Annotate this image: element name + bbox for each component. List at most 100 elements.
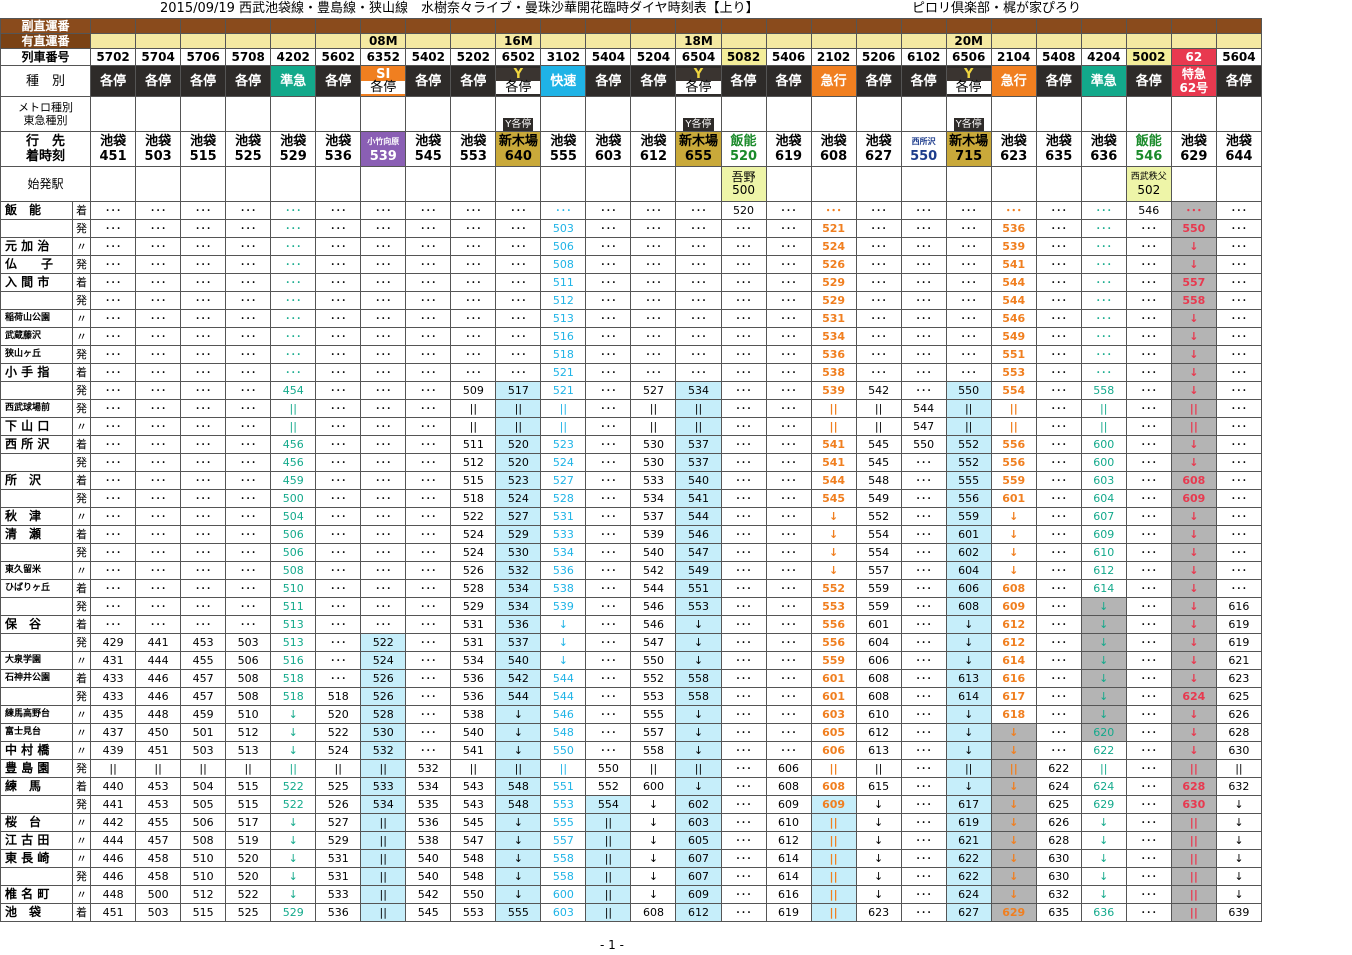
- origin-station: [135, 166, 182, 202]
- time-cell: ･･･: [900, 669, 947, 688]
- time-cell: 523: [540, 435, 587, 454]
- time-cell: ･･･: [765, 651, 812, 670]
- time-cell: ･･･: [765, 687, 812, 706]
- time-cell: ･･･: [675, 255, 722, 274]
- time-cell: ･･･: [135, 417, 182, 436]
- time-cell: 522: [315, 723, 362, 742]
- time-cell: ･･･: [180, 561, 227, 580]
- time-cell: 549: [990, 327, 1037, 346]
- time-cell: 538: [540, 579, 587, 598]
- arr-dep-mark: 〃: [72, 885, 92, 904]
- train-kind: 各停: [855, 65, 902, 97]
- time-cell: ･･･: [450, 309, 497, 328]
- time-cell: ･･･: [90, 417, 137, 436]
- time-cell: 446: [90, 867, 137, 886]
- time-cell: 550: [585, 759, 632, 778]
- time-cell: ↓: [495, 849, 542, 868]
- time-cell: 606: [810, 741, 857, 760]
- time-cell: 613: [945, 669, 992, 688]
- time-cell: ･･･: [1035, 489, 1082, 508]
- destination: 新木場 640: [495, 131, 542, 167]
- metro-kind-badge: Y各停: [503, 118, 534, 131]
- time-cell: 552: [945, 453, 992, 472]
- arr-dep-mark: 〃: [72, 705, 92, 724]
- time-cell: ･･･: [1125, 831, 1172, 850]
- time-cell: 606: [945, 579, 992, 598]
- time-cell: ･･･: [675, 201, 722, 220]
- time-cell: 555: [630, 705, 677, 724]
- op-cell: [675, 18, 722, 34]
- time-cell: 453: [135, 795, 182, 814]
- time-cell: 508: [225, 687, 272, 706]
- time-cell: ↓: [1170, 669, 1217, 688]
- time-cell: ･･･: [1035, 345, 1082, 364]
- time-cell: ↓: [630, 867, 677, 886]
- time-cell: ･･･: [1035, 525, 1082, 544]
- time-cell: ･･･: [585, 345, 632, 364]
- time-cell: ･･･: [450, 345, 497, 364]
- time-cell: 524: [315, 741, 362, 760]
- arr-dep-mark: 発: [72, 255, 92, 274]
- time-cell: 457: [135, 831, 182, 850]
- time-cell: ||: [585, 903, 632, 922]
- time-cell: 508: [180, 831, 227, 850]
- time-cell: 456: [270, 435, 317, 454]
- time-cell: ･･･: [1215, 219, 1263, 238]
- train-number: 2102: [810, 48, 857, 66]
- op-cell: [270, 18, 317, 34]
- time-cell: ･･･: [1080, 291, 1127, 310]
- time-cell: ･･･: [1125, 417, 1172, 436]
- train-number: 6502: [495, 48, 542, 66]
- metro-tokyu-label: メトロ種別 東急種別: [0, 96, 92, 132]
- time-cell: 503: [180, 741, 227, 760]
- time-cell: ･･･: [135, 489, 182, 508]
- time-cell: ･･･: [225, 507, 272, 526]
- dest-name: 新木場: [949, 134, 989, 149]
- dest-name: 飯能: [730, 134, 757, 149]
- kind-label: 急行: [1000, 73, 1027, 89]
- train-kind: 各停: [630, 65, 677, 97]
- time-cell: 549: [675, 561, 722, 580]
- time-cell: ↓: [675, 633, 722, 652]
- time-cell: ||: [1170, 417, 1217, 436]
- train-kind: 各停: [90, 65, 137, 97]
- time-cell: 608: [1170, 471, 1217, 490]
- time-cell: 512: [540, 291, 587, 310]
- time-cell: ･･･: [225, 237, 272, 256]
- time-cell: 600: [540, 885, 587, 904]
- time-cell: ･･･: [1125, 345, 1172, 364]
- time-cell: 546: [540, 705, 587, 724]
- time-cell: ･･･: [1215, 363, 1263, 382]
- time-cell: ･･･: [720, 435, 767, 454]
- time-cell: 558: [675, 669, 722, 688]
- time-cell: ･･･: [360, 471, 407, 490]
- time-cell: 609: [1080, 525, 1127, 544]
- time-cell: ･･･: [630, 345, 677, 364]
- time-cell: 518: [540, 345, 587, 364]
- train-number: 6504: [675, 48, 722, 66]
- arr-dep-mark: 発: [72, 219, 92, 238]
- time-cell: 601: [810, 687, 857, 706]
- time-cell: 546: [1125, 201, 1172, 220]
- op-cell: [1035, 33, 1082, 49]
- time-cell: ↓: [1170, 741, 1217, 760]
- time-cell: ･･･: [900, 885, 947, 904]
- time-cell: 618: [990, 705, 1037, 724]
- time-cell: ||: [945, 759, 992, 778]
- time-cell: ･･･: [585, 741, 632, 760]
- time-cell: ･･･: [315, 615, 362, 634]
- train-number: 5082: [720, 48, 767, 66]
- time-cell: 512: [180, 885, 227, 904]
- station-name: 所 沢: [0, 471, 74, 490]
- time-cell: ↓: [495, 813, 542, 832]
- time-cell: ･･･: [405, 597, 452, 616]
- time-cell: ･･･: [135, 327, 182, 346]
- time-cell: ･･･: [1035, 687, 1082, 706]
- time-cell: ||: [810, 813, 857, 832]
- time-cell: ･･･: [765, 435, 812, 454]
- time-cell: 538: [810, 363, 857, 382]
- time-cell: ･･･: [450, 291, 497, 310]
- time-cell: 619: [765, 903, 812, 922]
- time-cell: ･･･: [585, 543, 632, 562]
- time-cell: ･･･: [900, 597, 947, 616]
